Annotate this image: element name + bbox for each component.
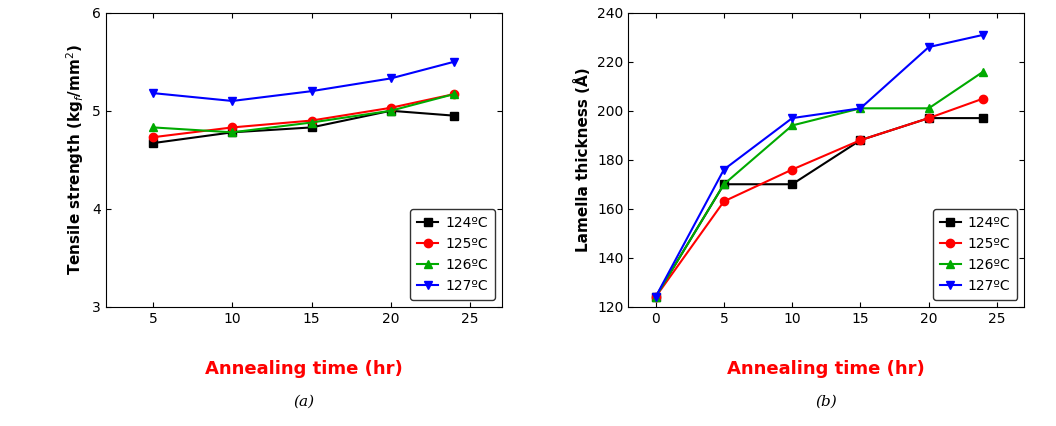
124ºC bbox=[226, 130, 239, 135]
127ºC bbox=[922, 45, 935, 50]
124ºC bbox=[854, 138, 867, 143]
126ºC bbox=[226, 130, 239, 135]
Y-axis label: Tensile strength (kg$_f$/mm$^2$): Tensile strength (kg$_f$/mm$^2$) bbox=[64, 44, 87, 275]
127ºC bbox=[448, 59, 460, 64]
127ºC bbox=[786, 115, 798, 121]
125ºC bbox=[384, 105, 397, 110]
127ºC bbox=[649, 294, 662, 299]
Line: 126ºC: 126ºC bbox=[149, 90, 458, 136]
126ºC bbox=[147, 125, 159, 130]
124ºC bbox=[922, 115, 935, 121]
125ºC bbox=[226, 125, 239, 130]
127ºC bbox=[854, 106, 867, 111]
127ºC bbox=[384, 76, 397, 81]
125ºC bbox=[786, 167, 798, 172]
126ºC bbox=[786, 123, 798, 128]
126ºC bbox=[384, 108, 397, 113]
Legend: 124ºC, 125ºC, 126ºC, 127ºC: 124ºC, 125ºC, 126ºC, 127ºC bbox=[932, 209, 1017, 300]
126ºC bbox=[649, 294, 662, 299]
Text: (a): (a) bbox=[293, 395, 315, 409]
126ºC bbox=[305, 120, 318, 125]
126ºC bbox=[922, 106, 935, 111]
Line: 127ºC: 127ºC bbox=[652, 31, 987, 301]
Legend: 124ºC, 125ºC, 126ºC, 127ºC: 124ºC, 125ºC, 126ºC, 127ºC bbox=[410, 209, 494, 300]
124ºC bbox=[786, 181, 798, 187]
125ºC bbox=[922, 115, 935, 121]
124ºC bbox=[384, 108, 397, 113]
124ºC bbox=[147, 141, 159, 146]
127ºC bbox=[147, 91, 159, 96]
Text: Annealing time (hr): Annealing time (hr) bbox=[728, 360, 925, 377]
127ºC bbox=[305, 89, 318, 94]
126ºC bbox=[854, 106, 867, 111]
Text: (b): (b) bbox=[815, 395, 837, 409]
Line: 125ºC: 125ºC bbox=[149, 90, 458, 141]
Line: 124ºC: 124ºC bbox=[149, 106, 458, 147]
124ºC bbox=[977, 115, 989, 121]
127ºC bbox=[226, 98, 239, 104]
127ºC bbox=[977, 32, 989, 37]
Line: 125ºC: 125ºC bbox=[652, 94, 987, 301]
125ºC bbox=[718, 199, 731, 204]
Line: 126ºC: 126ºC bbox=[652, 67, 987, 301]
Text: Annealing time (hr): Annealing time (hr) bbox=[205, 360, 402, 377]
125ºC bbox=[977, 96, 989, 101]
126ºC bbox=[718, 181, 731, 187]
125ºC bbox=[649, 294, 662, 299]
125ºC bbox=[305, 118, 318, 123]
124ºC bbox=[448, 113, 460, 118]
125ºC bbox=[448, 92, 460, 97]
Line: 127ºC: 127ºC bbox=[149, 58, 458, 105]
124ºC bbox=[649, 294, 662, 299]
124ºC bbox=[305, 125, 318, 130]
Y-axis label: Lamella thickness (Å): Lamella thickness (Å) bbox=[574, 67, 591, 252]
125ºC bbox=[147, 135, 159, 140]
127ºC bbox=[718, 167, 731, 172]
126ºC bbox=[448, 92, 460, 97]
124ºC bbox=[718, 181, 731, 187]
125ºC bbox=[854, 138, 867, 143]
126ºC bbox=[977, 69, 989, 74]
Line: 124ºC: 124ºC bbox=[652, 114, 987, 301]
